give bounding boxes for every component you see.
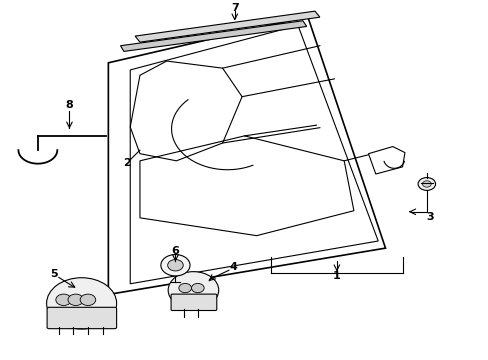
- Circle shape: [161, 255, 190, 276]
- Polygon shape: [120, 21, 306, 51]
- Text: 1: 1: [332, 271, 340, 281]
- Circle shape: [80, 294, 96, 306]
- Circle shape: [422, 181, 430, 187]
- Circle shape: [167, 260, 183, 271]
- Text: 5: 5: [50, 269, 58, 279]
- Circle shape: [168, 272, 218, 309]
- FancyBboxPatch shape: [171, 294, 216, 310]
- Circle shape: [82, 311, 93, 319]
- Text: 4: 4: [229, 262, 237, 272]
- FancyBboxPatch shape: [47, 307, 116, 329]
- Circle shape: [68, 311, 79, 319]
- Text: 3: 3: [426, 212, 433, 222]
- Polygon shape: [135, 11, 319, 42]
- Circle shape: [417, 177, 435, 190]
- Text: 7: 7: [230, 3, 238, 13]
- Circle shape: [56, 294, 71, 306]
- Circle shape: [46, 278, 116, 329]
- Circle shape: [68, 294, 83, 306]
- Circle shape: [179, 283, 191, 293]
- Circle shape: [191, 283, 203, 293]
- Text: 8: 8: [65, 100, 73, 110]
- Text: 6: 6: [171, 246, 179, 256]
- Text: 2: 2: [122, 158, 130, 168]
